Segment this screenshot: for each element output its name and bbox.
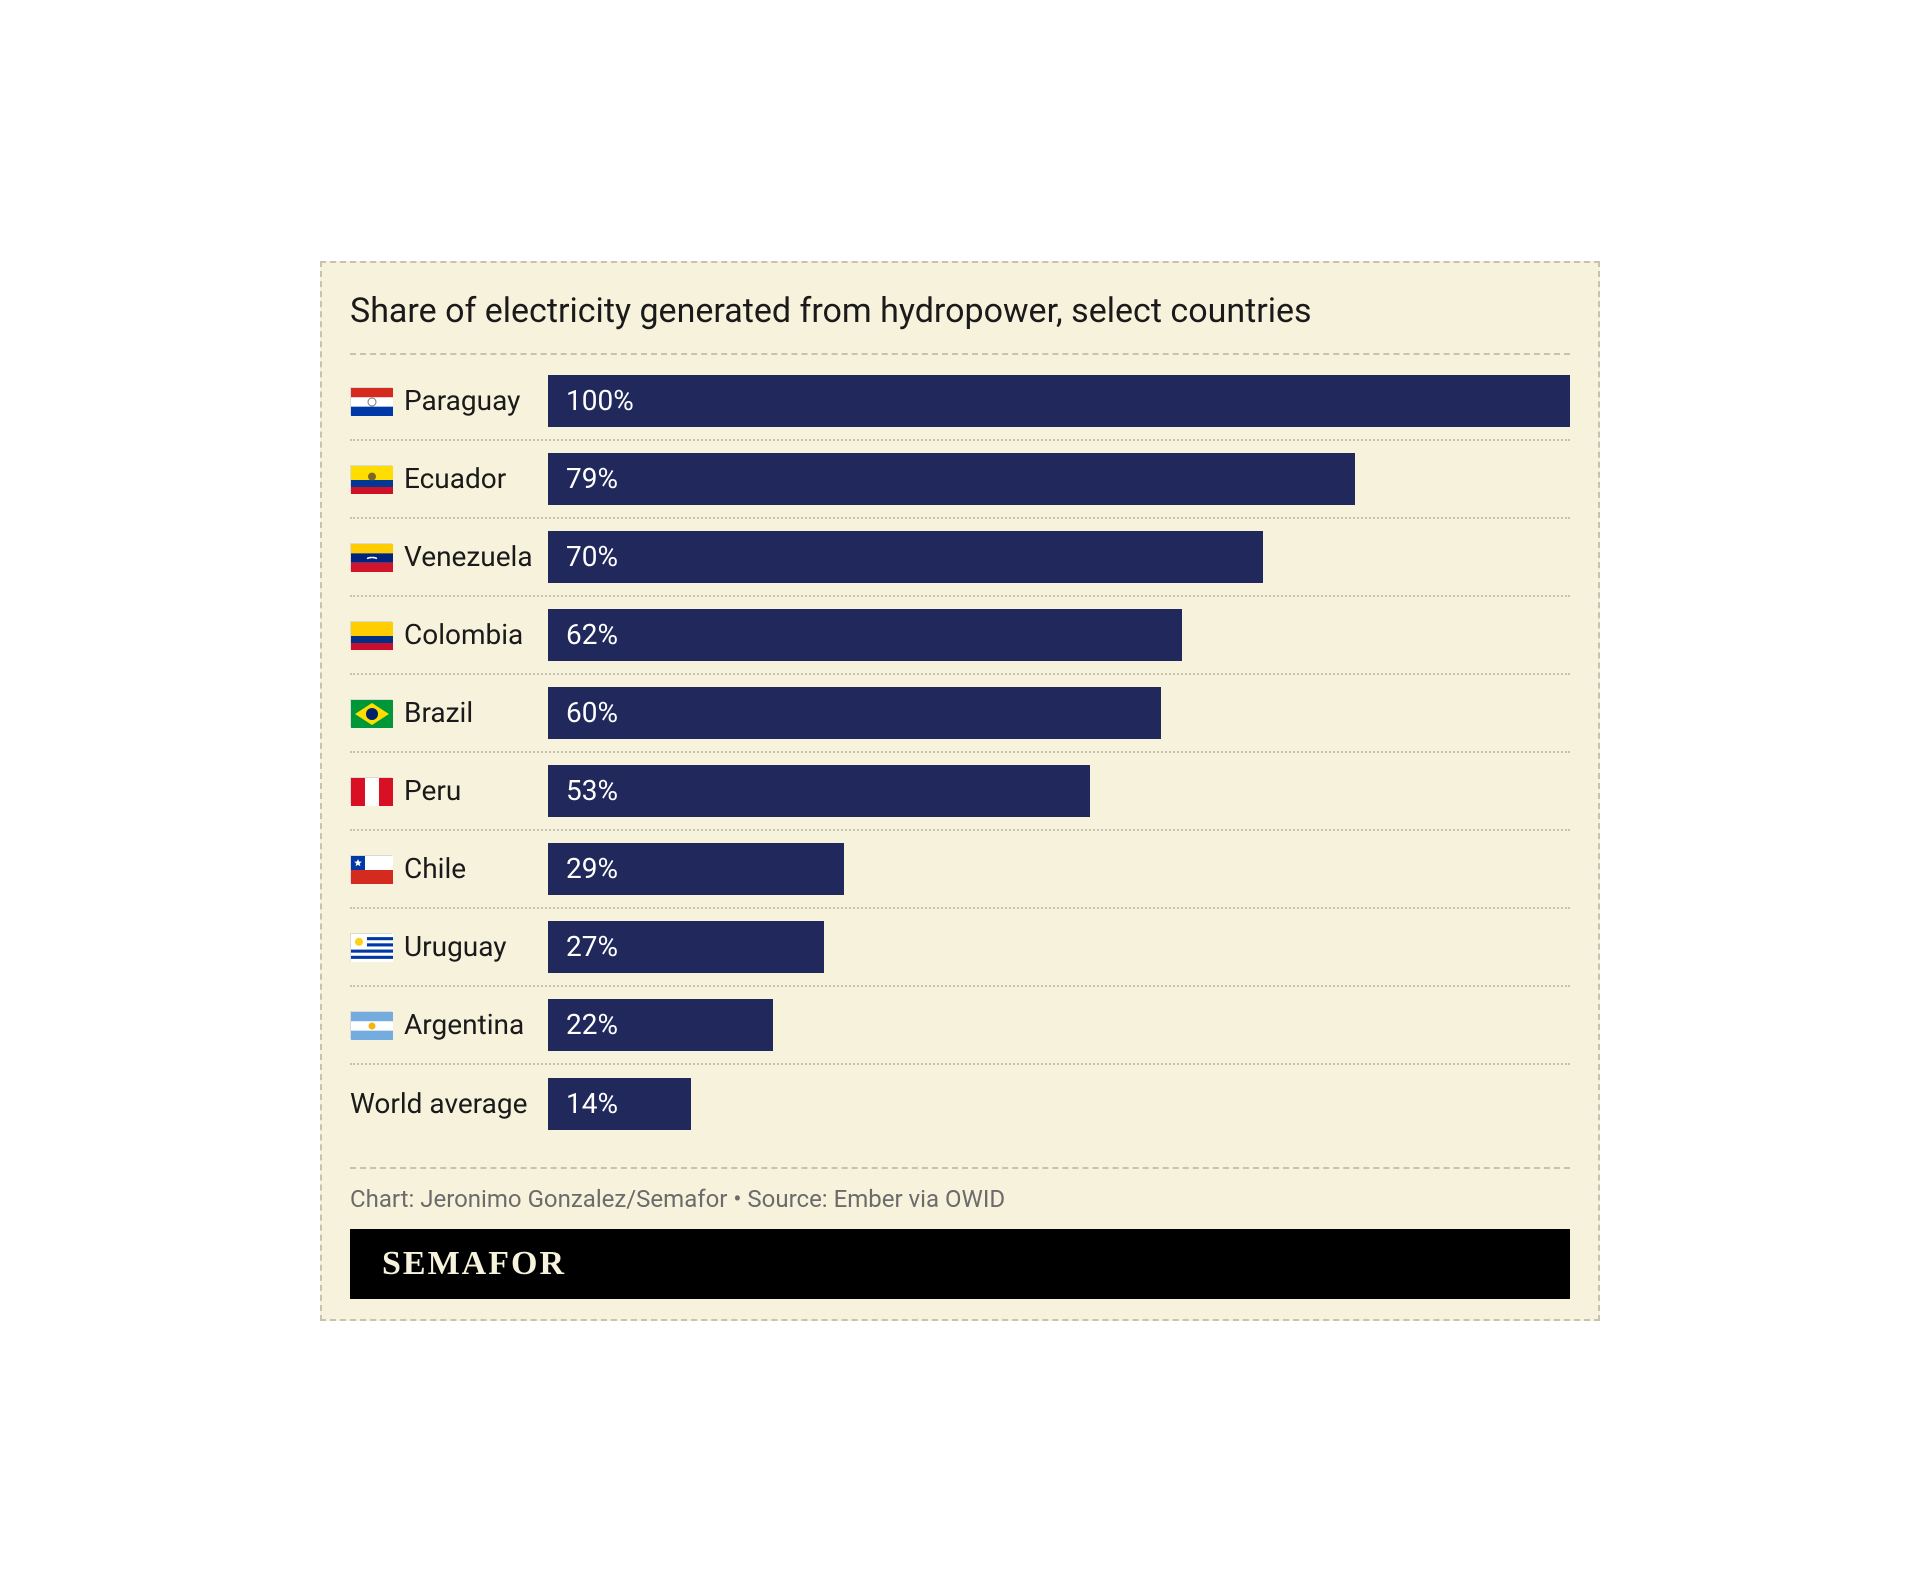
- chart-title: Share of electricity generated from hydr…: [350, 291, 1570, 355]
- bar-track: 27%: [548, 909, 1570, 985]
- row-label-col: Brazil: [350, 696, 548, 729]
- bar-row: Brazil 60%: [350, 675, 1570, 753]
- bar-row: Chile 29%: [350, 831, 1570, 909]
- row-label-col: Colombia: [350, 618, 548, 651]
- bar-rows: Paraguay 100% Ecuador 79% Venezuela 70% Colomb…: [350, 355, 1570, 1143]
- venezuela-flag-icon: [350, 543, 392, 571]
- bar-value-label: 22%: [548, 1008, 618, 1041]
- row-label-col: World average: [350, 1087, 548, 1120]
- bar-value-label: 27%: [548, 930, 618, 963]
- bar-value-label: 29%: [548, 852, 618, 885]
- bar-row: Colombia 62%: [350, 597, 1570, 675]
- row-label-col: Chile: [350, 852, 548, 885]
- bar-track: 62%: [548, 597, 1570, 673]
- bar-row: Uruguay 27%: [350, 909, 1570, 987]
- bar-value-label: 62%: [548, 618, 618, 651]
- bar-row: Venezuela 70%: [350, 519, 1570, 597]
- country-name: Ecuador: [404, 462, 506, 495]
- country-name: Venezuela: [404, 540, 533, 573]
- bar-track: 29%: [548, 831, 1570, 907]
- bar: 27%: [548, 921, 824, 973]
- row-label-col: Venezuela: [350, 540, 548, 573]
- bar: 29%: [548, 843, 844, 895]
- country-name: Argentina: [404, 1008, 524, 1041]
- bar: 53%: [548, 765, 1090, 817]
- argentina-flag-icon: [350, 1011, 392, 1039]
- bar-track: 22%: [548, 987, 1570, 1063]
- brand-bar: SEMAFOR: [350, 1229, 1570, 1299]
- bar-track: 14%: [548, 1065, 1570, 1143]
- bar-track: 60%: [548, 675, 1570, 751]
- row-label-col: Uruguay: [350, 930, 548, 963]
- country-name: World average: [350, 1087, 527, 1120]
- brazil-flag-icon: [350, 699, 392, 727]
- row-label-col: Argentina: [350, 1008, 548, 1041]
- bar-track: 79%: [548, 441, 1570, 517]
- credit-text: Chart: Jeronimo Gonzalez/Semafor • Sourc…: [350, 1185, 1570, 1213]
- country-name: Chile: [404, 852, 466, 885]
- bar-row: Paraguay 100%: [350, 363, 1570, 441]
- bar-track: 53%: [548, 753, 1570, 829]
- uruguay-flag-icon: [350, 933, 392, 961]
- bar-value-label: 79%: [548, 462, 618, 495]
- country-name: Paraguay: [404, 384, 520, 417]
- chile-flag-icon: [350, 855, 392, 883]
- ecuador-flag-icon: [350, 465, 392, 493]
- bar-track: 70%: [548, 519, 1570, 595]
- bar-row: Argentina 22%: [350, 987, 1570, 1065]
- bar: 14%: [548, 1078, 691, 1130]
- chart-container: Share of electricity generated from hydr…: [320, 261, 1600, 1321]
- row-label-col: Paraguay: [350, 384, 548, 417]
- bar: 60%: [548, 687, 1161, 739]
- bar-value-label: 14%: [548, 1087, 618, 1120]
- country-name: Brazil: [404, 696, 473, 729]
- bar-track: 100%: [548, 363, 1570, 439]
- bar-value-label: 53%: [548, 774, 618, 807]
- credit-block: Chart: Jeronimo Gonzalez/Semafor • Sourc…: [350, 1167, 1570, 1299]
- row-label-col: Peru: [350, 774, 548, 807]
- bar-row: Ecuador 79%: [350, 441, 1570, 519]
- country-name: Peru: [404, 774, 461, 807]
- country-name: Uruguay: [404, 930, 507, 963]
- bar: 100%: [548, 375, 1570, 427]
- row-label-col: Ecuador: [350, 462, 548, 495]
- peru-flag-icon: [350, 777, 392, 805]
- paraguay-flag-icon: [350, 387, 392, 415]
- bar-row: Peru 53%: [350, 753, 1570, 831]
- bar-row: World average 14%: [350, 1065, 1570, 1143]
- bar-value-label: 100%: [548, 384, 634, 417]
- bar: 22%: [548, 999, 773, 1051]
- colombia-flag-icon: [350, 621, 392, 649]
- bar: 70%: [548, 531, 1263, 583]
- bar-value-label: 70%: [548, 540, 618, 573]
- bar-value-label: 60%: [548, 696, 618, 729]
- bar: 79%: [548, 453, 1355, 505]
- bar: 62%: [548, 609, 1182, 661]
- brand-text: SEMAFOR: [382, 1245, 566, 1283]
- country-name: Colombia: [404, 618, 523, 651]
